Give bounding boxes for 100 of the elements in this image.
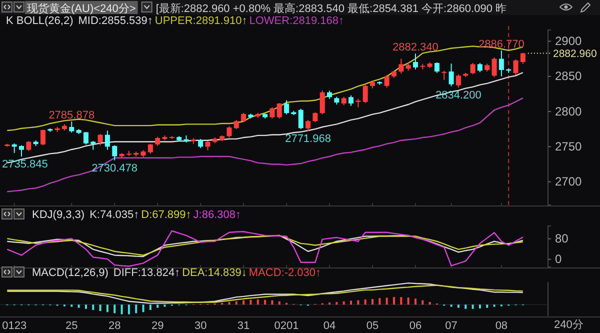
candlestick bbox=[234, 119, 239, 130]
bar bbox=[84, 304, 87, 309]
bar bbox=[149, 304, 152, 310]
bar bbox=[422, 300, 424, 305]
annotation: 2834.200 bbox=[436, 89, 482, 102]
bar bbox=[135, 304, 138, 314]
line-series bbox=[6, 230, 524, 267]
annotation: 2882.340 bbox=[392, 42, 438, 54]
candlestick bbox=[477, 62, 482, 73]
candlestick bbox=[384, 74, 390, 88]
bar bbox=[99, 304, 102, 312]
text: 240分 bbox=[554, 319, 584, 331]
candlestick bbox=[18, 144, 24, 158]
x-tick-label: 0201 bbox=[274, 320, 299, 332]
bar bbox=[92, 304, 94, 310]
candlestick bbox=[306, 119, 311, 132]
x-tick-label: 29 bbox=[151, 320, 164, 332]
candlestick bbox=[420, 63, 426, 70]
y-tick-label: 2750 bbox=[555, 140, 582, 154]
text: K BOLL(26,2) bbox=[6, 15, 74, 27]
series-label: J:86.308↑ bbox=[193, 209, 241, 221]
candlestick bbox=[40, 129, 46, 146]
annotation: 2735.845 bbox=[2, 158, 48, 171]
text: MID:2855.539↑ bbox=[78, 15, 153, 27]
candlestick bbox=[492, 56, 497, 78]
bar bbox=[364, 299, 366, 305]
candlestick bbox=[284, 100, 290, 115]
candlestick bbox=[448, 63, 454, 87]
candlestick bbox=[69, 120, 74, 134]
x-tick-label: 31 bbox=[237, 320, 250, 332]
y-tick-label: 80 bbox=[555, 232, 569, 246]
candlestick bbox=[98, 134, 103, 146]
candlestick bbox=[155, 136, 160, 146]
chart-title: 现货黄金(AU)<240分> bbox=[27, 2, 136, 15]
bar bbox=[472, 304, 474, 309]
text: D:67.899↑ bbox=[141, 209, 192, 221]
annotation: 2771.968 bbox=[285, 133, 331, 146]
bar bbox=[414, 298, 416, 305]
candlestick bbox=[112, 144, 118, 161]
bar bbox=[328, 302, 331, 305]
annotation: MACD(12,26,9) bbox=[32, 267, 108, 279]
bar bbox=[264, 300, 266, 305]
x-tick-label: 30 bbox=[194, 320, 207, 332]
x-tick-label: 25 bbox=[66, 320, 78, 332]
bar bbox=[392, 297, 395, 305]
x-tick-label: 0123 bbox=[2, 320, 27, 332]
candlestick bbox=[241, 112, 246, 123]
bar bbox=[242, 300, 245, 305]
x-tick-label: 07 bbox=[445, 320, 458, 332]
candlestick bbox=[456, 74, 461, 88]
candlestick bbox=[298, 108, 304, 130]
x-tick-label: 08 bbox=[495, 320, 508, 332]
candlestick bbox=[513, 59, 518, 76]
x-tick-label: 04 bbox=[323, 320, 336, 332]
text: KDJ(9,3,3) bbox=[32, 209, 85, 221]
candlestick bbox=[148, 143, 153, 154]
candlestick bbox=[498, 50, 504, 77]
candlestick bbox=[412, 53, 418, 70]
candlestick bbox=[205, 140, 210, 151]
text: K:74.035↑ bbox=[90, 209, 140, 221]
bar bbox=[235, 301, 238, 305]
bar bbox=[357, 300, 360, 305]
candlestick bbox=[270, 106, 275, 120]
candlestick bbox=[104, 130, 110, 150]
bar bbox=[228, 302, 230, 305]
y-tick-label: 2900 bbox=[555, 34, 582, 48]
x-tick-label: 06 bbox=[409, 320, 422, 332]
bar bbox=[350, 300, 352, 305]
series-label: MACD:-2.030↑ bbox=[248, 267, 322, 279]
annotation: 2886.770 bbox=[478, 38, 524, 51]
y-tick-label: 2800 bbox=[555, 104, 582, 118]
candlestick bbox=[198, 138, 204, 149]
bar bbox=[478, 304, 481, 308]
bar bbox=[271, 300, 274, 305]
bar bbox=[250, 300, 252, 305]
candlestick bbox=[434, 62, 440, 74]
candlestick bbox=[398, 58, 404, 74]
x-tick-label: 28 bbox=[108, 320, 121, 332]
candlestick bbox=[320, 90, 325, 115]
bar bbox=[156, 304, 159, 308]
bar bbox=[106, 304, 108, 312]
bar bbox=[378, 298, 381, 305]
bar bbox=[371, 299, 374, 305]
bar bbox=[407, 297, 410, 305]
bar bbox=[336, 302, 338, 305]
x-tick-label: 05 bbox=[366, 320, 379, 332]
candlestick bbox=[83, 131, 88, 146]
candlestick bbox=[442, 70, 447, 80]
series-label: DEA:14.839↓ bbox=[182, 267, 247, 279]
bar bbox=[400, 297, 402, 305]
candlestick bbox=[362, 84, 368, 104]
chart-subtitle: [最新:2882.960 +0.80% 最高:2883.540 最低:2854.381 今开:2860.090 昨 bbox=[156, 2, 507, 15]
series-label: DIFF:13.824↑ bbox=[113, 267, 180, 279]
bar bbox=[457, 304, 460, 308]
ref-line-label: 2882.960 bbox=[553, 48, 597, 60]
candlestick bbox=[312, 112, 318, 123]
bar bbox=[142, 304, 144, 312]
candlestick bbox=[276, 102, 282, 120]
candlestick bbox=[26, 140, 32, 152]
bar bbox=[342, 301, 345, 305]
